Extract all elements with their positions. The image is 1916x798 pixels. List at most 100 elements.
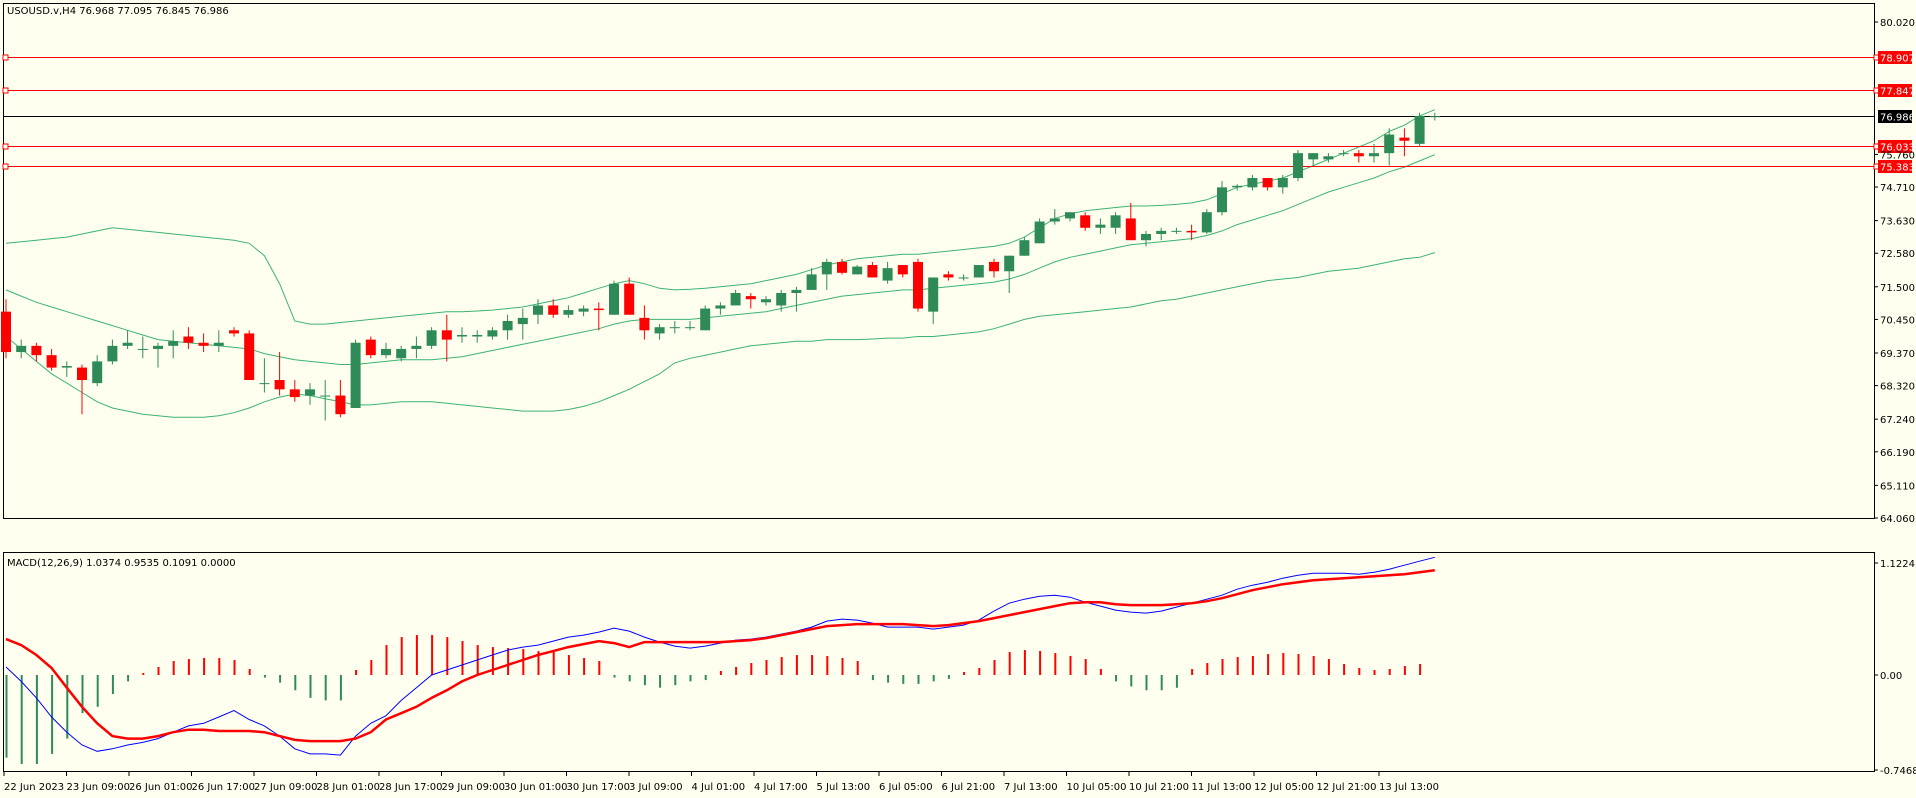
candle-body	[882, 268, 893, 281]
candle-body	[1201, 212, 1212, 233]
time-tick-label: 6 Jul 05:00	[879, 782, 933, 793]
candle-body	[1262, 178, 1273, 188]
price-chart-title: USOUSD.v,H4 76.968 77.095 76.845 76.986	[7, 6, 229, 17]
candle-body	[852, 266, 863, 275]
time-tick-label: 28 Jun 17:00	[379, 782, 443, 793]
candle-body	[153, 345, 163, 349]
candle-body	[973, 265, 984, 278]
macd-tick-label: 1.1224	[1880, 559, 1915, 570]
candle-body	[183, 336, 194, 343]
price-tick-label: 71.500	[1880, 283, 1915, 294]
candle-body	[472, 334, 483, 337]
band-lower-line	[5, 252, 1435, 418]
time-tick-label: 4 Jul 17:00	[754, 782, 808, 793]
candle-body	[685, 327, 695, 329]
candle-body	[213, 342, 224, 346]
macd-histogram	[5, 635, 1422, 765]
candle-body	[821, 261, 832, 275]
candle-body	[365, 339, 376, 356]
price-tick-label: 69.370	[1880, 349, 1915, 360]
candle-body	[122, 342, 133, 346]
candle-body	[837, 261, 847, 273]
price-tick-label: 67.240	[1880, 415, 1915, 426]
time-tick-label: 30 Jun 01:00	[504, 782, 568, 793]
candle-body	[61, 366, 72, 368]
candle-body	[320, 395, 331, 397]
time-tick-label: 28 Jun 01:00	[317, 782, 381, 793]
candle-body	[1034, 221, 1045, 244]
price-tick-label: 80.020	[1880, 18, 1915, 29]
price-tick-label: 68.320	[1880, 382, 1915, 393]
time-tick-label: 22 Jun 2023	[4, 782, 64, 793]
level-price-tag	[1878, 140, 1912, 153]
candle-body	[31, 345, 42, 356]
candle-body	[958, 277, 969, 279]
candles	[1, 112, 1440, 421]
horizontal-levels[interactable]: 78.907 77.847 76.033 75.383 76.986	[2, 51, 1915, 174]
macd-lines	[5, 556, 1435, 756]
candle-body	[806, 274, 817, 290]
candle-body	[989, 261, 999, 272]
level-handle	[2, 87, 9, 94]
price-tick-label: 73.630	[1880, 217, 1915, 228]
candle-body	[715, 305, 726, 309]
macd-indicator-title: MACD(12,26,9) 1.0374 0.9535 0.1091 0.000…	[7, 558, 236, 569]
macd-pane-frame	[3, 552, 1875, 772]
current-price-label: 76.986	[1880, 113, 1915, 124]
candle-body	[1141, 233, 1151, 241]
candle-body	[411, 345, 422, 349]
time-tick-label: 6 Jul 21:00	[942, 782, 996, 793]
candle-body	[897, 265, 908, 275]
level-price-label: 77.847	[1880, 87, 1915, 98]
candle-body	[502, 320, 513, 331]
bollinger-bands	[5, 109, 1435, 418]
candle-body	[289, 389, 300, 398]
candle-body	[1369, 153, 1379, 157]
candle-body	[259, 383, 270, 385]
time-tick-label: 29 Jun 09:00	[442, 782, 506, 793]
price-tick-label: 70.450	[1880, 315, 1915, 326]
candle-body	[533, 305, 543, 315]
candle-body	[578, 308, 589, 312]
candle-body	[1232, 185, 1243, 188]
candle-body	[776, 293, 787, 306]
candle-body	[274, 380, 285, 390]
price-tick-label: 75.760	[1880, 150, 1915, 161]
macd-tick-label: 0.00	[1880, 671, 1902, 682]
candle-body	[244, 333, 255, 381]
candle-body	[46, 355, 57, 368]
price-pane-frame	[3, 3, 1875, 519]
time-tick-label: 4 Jul 01:00	[692, 782, 746, 793]
macd-tick-label: -0.7468	[1880, 766, 1916, 777]
candle-body	[1429, 116, 1440, 118]
candle-body	[305, 389, 315, 396]
candle-body	[396, 348, 407, 359]
time-tick-label: 13 Jul 13:00	[1379, 782, 1439, 793]
candle-body	[1004, 255, 1015, 272]
candle-body	[1338, 153, 1349, 155]
candle-body	[593, 308, 604, 311]
candle-body	[867, 265, 878, 278]
time-tick-label: 11 Jul 13:00	[1192, 782, 1252, 793]
candle-body	[654, 327, 665, 334]
price-tick-label: 66.190	[1880, 448, 1915, 459]
candle-body	[624, 283, 635, 315]
candle-body	[92, 361, 103, 384]
time-tick-label: 10 Jul 21:00	[1129, 782, 1189, 793]
candle-body	[335, 395, 346, 415]
level-handle	[2, 163, 9, 170]
band-upper-line	[5, 109, 1435, 325]
time-tick-label: 12 Jul 05:00	[1254, 782, 1314, 793]
candle-body	[198, 342, 209, 346]
level-price-label: 76.033	[1880, 143, 1915, 154]
candle-body	[1247, 178, 1258, 188]
level-handle	[2, 143, 9, 150]
candle-body	[1080, 215, 1091, 228]
time-tick-label: 23 Jun 09:00	[67, 782, 131, 793]
price-tick-label: 64.060	[1880, 514, 1915, 525]
level-price-label: 75.383	[1880, 163, 1915, 174]
candle-body	[1323, 156, 1334, 160]
price-tick-label: 65.110	[1880, 481, 1915, 492]
